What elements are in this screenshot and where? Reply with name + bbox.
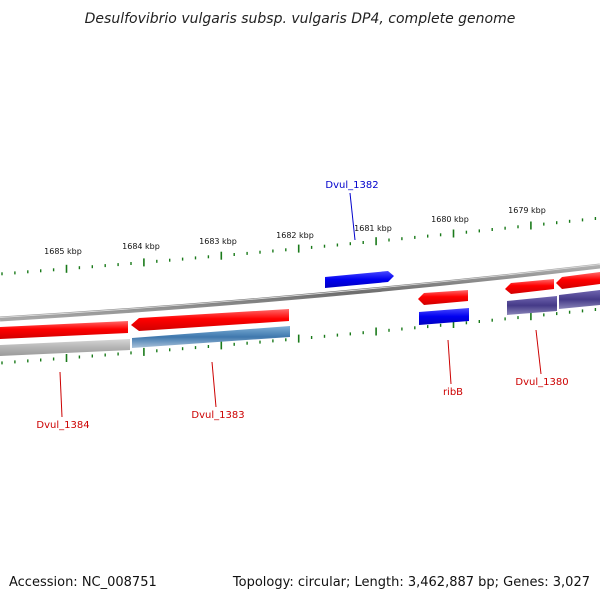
leader-dvul-1382 (349, 192, 356, 241)
gene-right-purple[interactable] (559, 290, 600, 309)
leader-ribb (447, 339, 452, 385)
gene-right-red[interactable] (556, 272, 600, 289)
gene-labels: Dvul_1384 Dvul_1383 Dvul_1382 ribB Dvul_… (36, 180, 568, 431)
gene-label-dvul-1380[interactable]: Dvul_1380 (515, 377, 568, 388)
gene-label-dvul-1382[interactable]: Dvul_1382 (325, 180, 378, 191)
gene-ribb[interactable] (418, 290, 468, 305)
accession-label: Accession: NC_008751 (9, 575, 157, 590)
map-title: Desulfovibrio vulgaris subsp. vulgaris D… (85, 11, 516, 27)
gene-dvul-1382[interactable] (325, 271, 394, 288)
gene-features (0, 271, 600, 356)
gene-dvul-1380-purple[interactable] (507, 296, 557, 315)
genome-backbone (0, 263, 600, 322)
gene-dvul-1383-steel[interactable] (132, 326, 290, 348)
gene-label-dvul-1384[interactable]: Dvul_1384 (36, 420, 89, 431)
genome-backbone-highlight (0, 264, 600, 318)
gene-dvul-1383[interactable] (131, 309, 289, 331)
gene-dvul-1384-gray[interactable] (0, 339, 130, 356)
ruler-label-1679: 1679 kbp (508, 206, 546, 215)
ruler-label-1684: 1684 kbp (122, 242, 160, 251)
leader-dvul-1380 (535, 329, 542, 375)
leader-dvul-1384 (59, 371, 63, 418)
gene-dvul-1384[interactable] (0, 321, 128, 339)
gene-leader-lines (59, 192, 542, 418)
ruler-label-1685: 1685 kbp (44, 247, 82, 256)
genome-stats-label: Topology: circular; Length: 3,462,887 bp… (232, 575, 590, 590)
leader-dvul-1383 (211, 361, 217, 408)
ruler-labels: 1685 kbp 1684 kbp 1683 kbp 1682 kbp 1681… (44, 206, 546, 256)
ruler-ticks (1, 217, 597, 365)
gene-label-ribb[interactable]: ribB (443, 387, 463, 398)
ruler-label-1682: 1682 kbp (276, 231, 314, 240)
ruler-label-1683: 1683 kbp (199, 237, 237, 246)
ruler-label-1680: 1680 kbp (431, 215, 469, 224)
gene-dvul-1380[interactable] (505, 279, 554, 294)
gene-ribb-blue[interactable] (419, 308, 469, 325)
ruler-label-1681: 1681 kbp (354, 224, 392, 233)
gene-label-dvul-1383[interactable]: Dvul_1383 (191, 410, 244, 421)
